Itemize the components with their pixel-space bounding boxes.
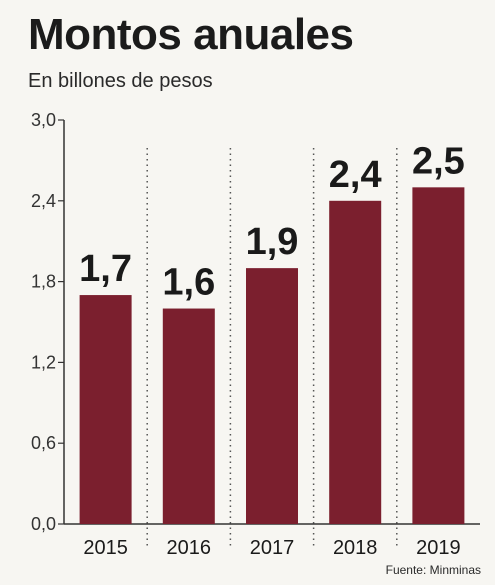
y-tick-label: 3,0 (31, 110, 56, 130)
data-label: 2,5 (412, 140, 465, 182)
bar (329, 200, 382, 525)
bar (412, 187, 465, 525)
x-tick-label: 2019 (416, 537, 461, 559)
data-label: 1,7 (79, 248, 132, 290)
data-label: 2,4 (329, 154, 382, 196)
x-tick-label: 2015 (83, 537, 128, 559)
chart-subtitle: En billones de pesos (28, 70, 213, 92)
y-tick-label: 1,2 (31, 352, 56, 372)
x-tick-label: 2016 (167, 537, 212, 559)
y-tick-label: 0,0 (31, 514, 56, 534)
data-label: 1,9 (246, 221, 299, 263)
x-tick-label: 2017 (250, 537, 295, 559)
y-tick-label: 1,8 (31, 272, 56, 292)
bar (246, 268, 298, 524)
source-note: Fuente: Minminas (385, 563, 481, 577)
data-label: 1,6 (162, 262, 215, 304)
x-tick-label: 2018 (333, 537, 378, 559)
y-tick-label: 0,6 (31, 433, 56, 453)
bar (79, 295, 132, 524)
bar (162, 308, 215, 524)
chart-title: Montos anuales (28, 10, 354, 59)
y-tick-label: 2,4 (31, 191, 56, 211)
